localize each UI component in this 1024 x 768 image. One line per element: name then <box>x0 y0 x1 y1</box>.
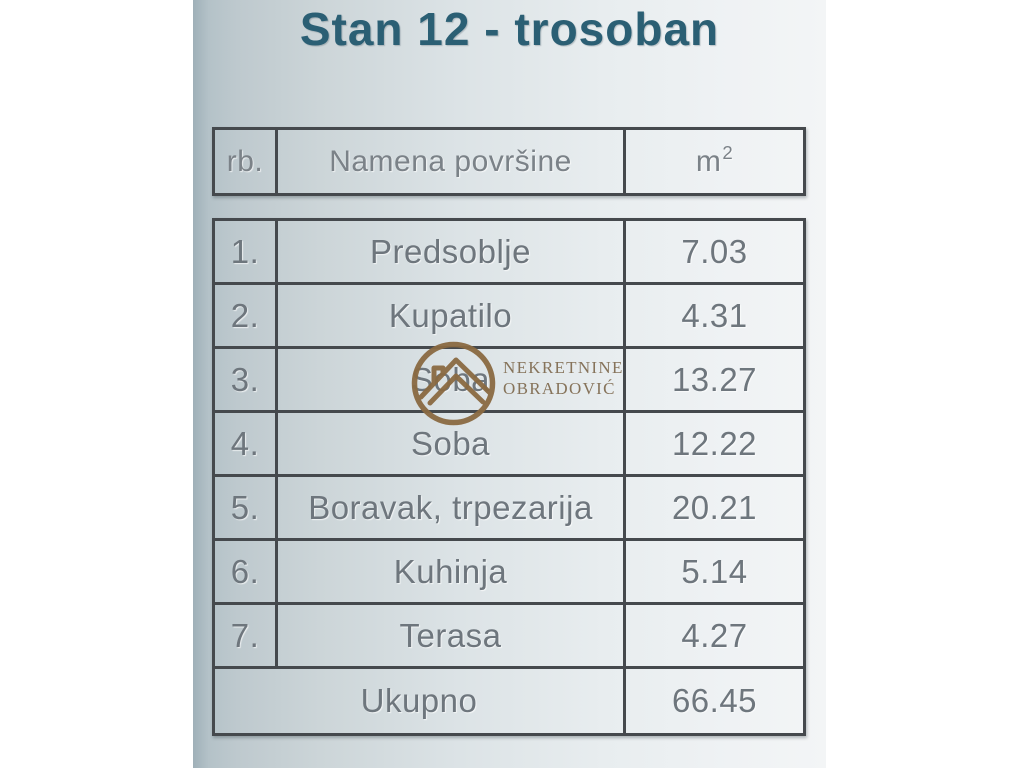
table-row: 7. Terasa 4.27 <box>215 605 803 669</box>
total-label: Ukupno <box>215 669 626 733</box>
room-area: 4.27 <box>681 616 748 654</box>
table-total-row: Ukupno 66.45 <box>215 669 803 733</box>
row-number: 3. <box>215 349 278 410</box>
row-number: 1. <box>215 221 278 282</box>
watermark-text: NEKRETNINE OBRADOVIĆ <box>503 357 624 399</box>
total-area: 66.45 <box>671 682 758 719</box>
table-row: 4. Soba 12.22 <box>215 413 803 477</box>
room-name: Kuhinja <box>278 541 626 602</box>
room-name: Kupatilo <box>278 285 626 346</box>
table-row: 5. Boravak, trpezarija 20.21 <box>215 477 803 541</box>
room-area: 4.31 <box>681 296 748 334</box>
unit-m: m <box>695 144 722 178</box>
room-area: 12.22 <box>671 424 758 462</box>
header-cell-rb: rb. <box>215 130 278 193</box>
row-number: 4. <box>215 413 278 474</box>
room-area: 7.03 <box>681 232 748 270</box>
table-row: 1. Predsoblje 7.03 <box>215 221 803 285</box>
row-number: 2. <box>215 285 278 346</box>
unit-exponent: 2 <box>722 142 734 164</box>
table-row: 2. Kupatilo 4.31 <box>215 285 803 349</box>
watermark-line2: OBRADOVIĆ <box>503 379 616 398</box>
watermark-line1: NEKRETNINE <box>503 358 624 377</box>
room-area: 20.21 <box>671 488 758 526</box>
page-title: Stan 12 - trosoban <box>299 3 720 55</box>
row-number: 6. <box>215 541 278 602</box>
room-area: 5.14 <box>681 552 748 590</box>
room-name: Boravak, trpezarija <box>278 477 626 538</box>
room-area: 13.27 <box>671 360 758 398</box>
room-name: Soba <box>278 413 626 474</box>
header-cell-name: Namena površine <box>278 130 626 193</box>
room-name: Terasa <box>278 605 626 666</box>
row-number: 7. <box>215 605 278 666</box>
area-table-body: 1. Predsoblje 7.03 2. Kupatilo 4.31 3. S… <box>212 218 806 736</box>
row-number: 5. <box>215 477 278 538</box>
table-row: 6. Kuhinja 5.14 <box>215 541 803 605</box>
room-name: Predsoblje <box>278 221 626 282</box>
house-in-circle-icon <box>411 341 496 426</box>
